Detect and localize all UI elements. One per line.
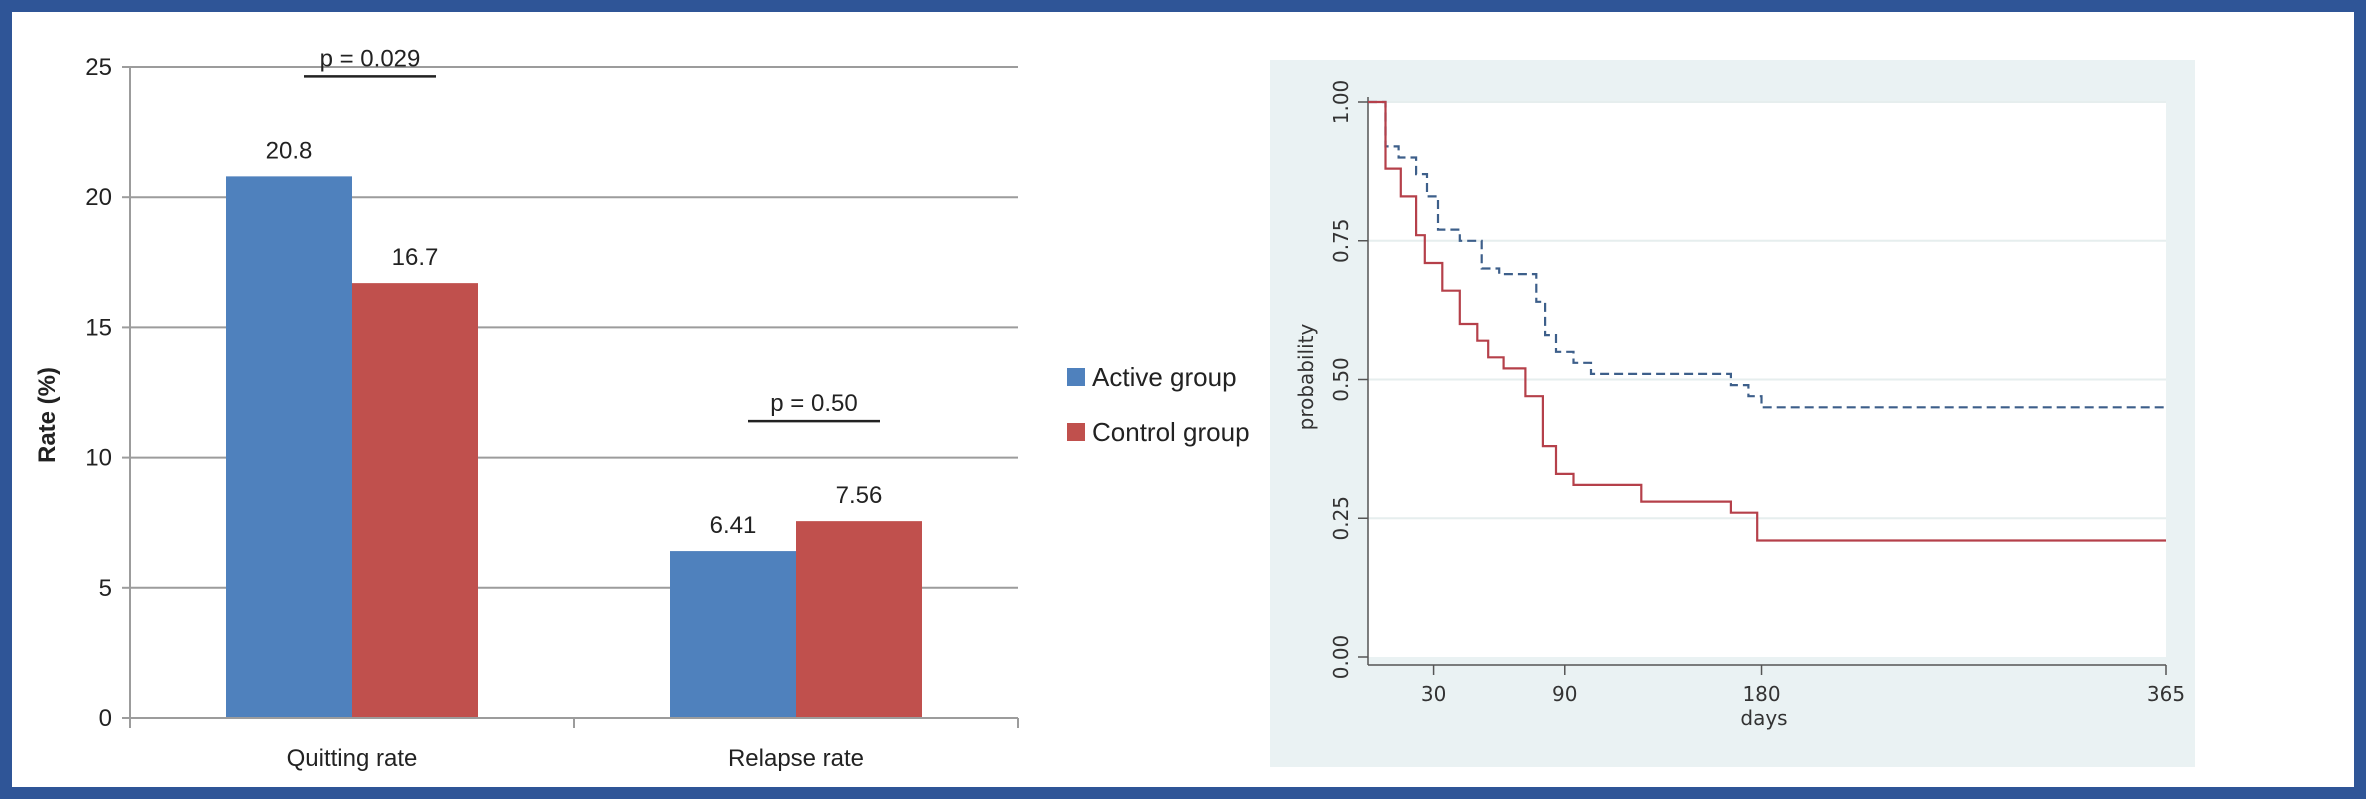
bar-value-label: 20.8 (266, 137, 313, 164)
bar-control-0 (352, 283, 478, 718)
legend-label-control: Control group (1092, 417, 1250, 447)
legend-swatch-control (1067, 423, 1085, 441)
bar-active-0 (226, 176, 352, 719)
bar-value-labels: 20.8 16.7 6.41 7.56 (266, 137, 883, 539)
bar-value-label: 16.7 (392, 244, 439, 271)
legend: Active group Control group (1067, 362, 1250, 447)
survival-x-tick-label: 180 (1742, 682, 1780, 706)
survival-x-axis-label: days (1740, 706, 1787, 730)
p-value-label: p = 0.50 (770, 390, 857, 417)
bar-y-tick-label: 10 (85, 445, 112, 472)
bar-active-1 (670, 551, 796, 718)
legend-label-active: Active group (1092, 362, 1237, 392)
figure-canvas: 0 5 10 15 20 25 20.8 16.7 6.41 7.56 Quitting rat… (34, 45, 2195, 772)
figure-panel: 0 5 10 15 20 25 20.8 16.7 6.41 7.56 Quitting rat… (12, 12, 2354, 787)
legend-swatch-active (1067, 368, 1085, 386)
bar-chart: 0 5 10 15 20 25 20.8 16.7 6.41 7.56 Quitting rat… (34, 45, 1019, 772)
bar-y-axis-label: Rate (%) (34, 367, 61, 463)
bar-value-label: 7.56 (836, 482, 883, 509)
bar-series-bars (226, 176, 922, 719)
survival-x-tick-label: 30 (1421, 682, 1446, 706)
survival-curve-solid (1368, 100, 2166, 542)
bar-annotations: p = 0.029 p = 0.50 (304, 45, 880, 423)
survival-y-tick-label: 0.50 (1329, 357, 1353, 402)
bar-x-tick-label: Relapse rate (728, 745, 864, 772)
bar-value-label: 6.41 (710, 512, 757, 539)
bar-y-tick-label: 0 (99, 705, 112, 732)
survival-x-tick-label: 90 (1552, 682, 1577, 706)
survival-axes: 0.00 0.25 0.50 0.75 1.00 30 90 180 365 (1329, 80, 2185, 706)
survival-y-tick-label: 0.75 (1329, 218, 1353, 263)
bar-y-tick-labels: 0 5 10 15 20 25 (85, 54, 112, 732)
bar-y-tick-label: 20 (85, 184, 112, 211)
survival-y-tick-label: 0.00 (1329, 635, 1353, 680)
survival-y-axis-label: probability (1294, 323, 1318, 430)
bar-control-1 (796, 521, 922, 718)
survival-gridlines (1368, 101, 2166, 520)
survival-curves (1368, 100, 2166, 542)
survival-x-tick-label: 365 (2147, 682, 2185, 706)
p-value-label: p = 0.029 (320, 45, 421, 72)
bar-y-tick-label: 25 (85, 54, 112, 81)
bar-x-axis: Quitting rate Relapse rate (129, 717, 1019, 772)
survival-y-tick-label: 0.25 (1329, 496, 1353, 541)
survival-chart: 0.00 0.25 0.50 0.75 1.00 30 90 180 365 probabili… (1270, 60, 2195, 767)
bar-x-tick-label: Quitting rate (287, 745, 418, 772)
bar-y-tick-label: 15 (85, 314, 112, 341)
survival-y-tick-label: 1.00 (1329, 80, 1353, 125)
bar-y-tick-label: 5 (99, 575, 112, 602)
